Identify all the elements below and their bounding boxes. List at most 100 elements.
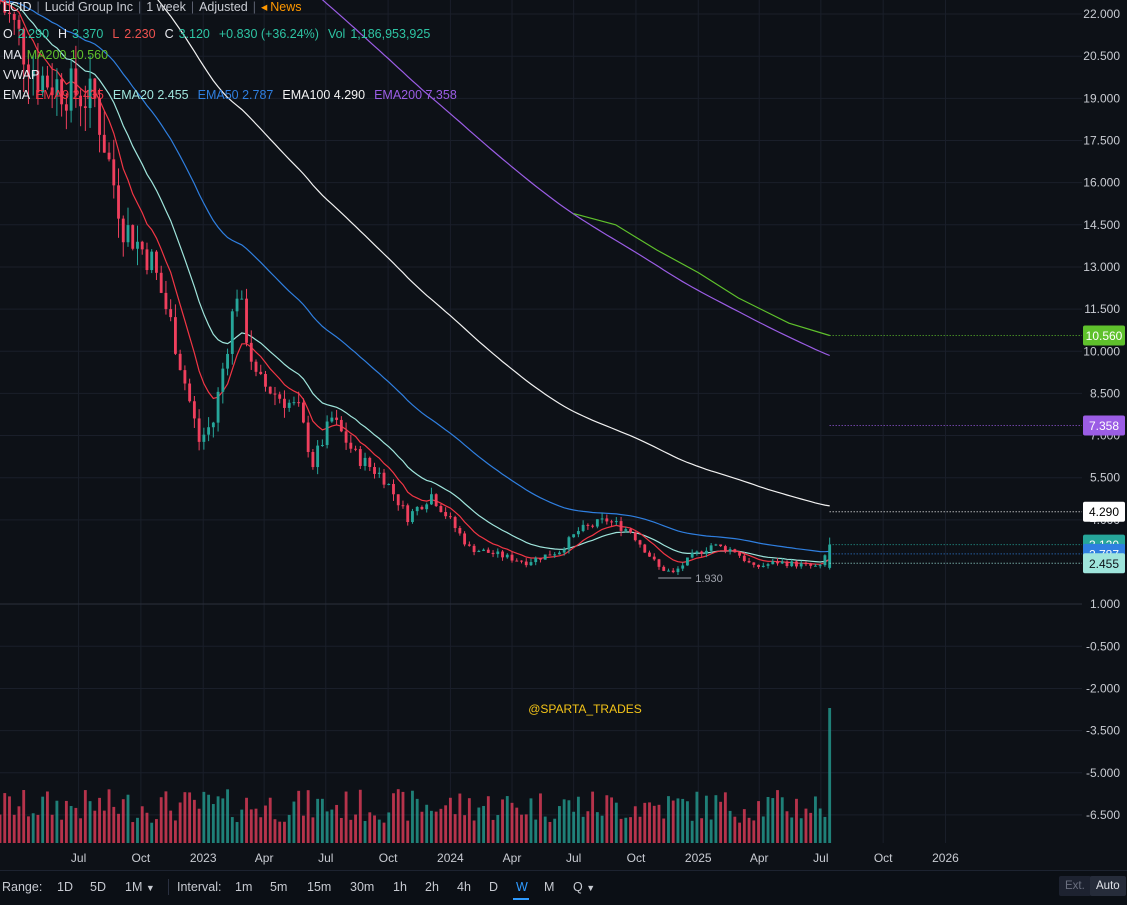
volume-bar <box>406 820 410 843</box>
candle-body <box>401 505 405 507</box>
volume-bar <box>614 802 618 843</box>
y-tick-label: 16.000 <box>1083 176 1120 190</box>
interval-5m-button[interactable]: 5m <box>270 880 288 894</box>
volume-bar <box>178 802 182 843</box>
candle-body <box>207 427 211 435</box>
volume-bar <box>93 810 97 843</box>
candle-body <box>448 516 452 518</box>
volume-bar <box>278 821 282 843</box>
volume-bar <box>297 790 301 843</box>
ema-row[interactable]: EMA EMA9 2.435 EMA20 2.455 EMA50 2.787 EMA10… <box>3 85 457 105</box>
news-button[interactable]: News <box>270 0 302 14</box>
interval-1h-button[interactable]: 1h <box>393 880 407 894</box>
volume-bar <box>709 819 713 843</box>
interval-30m-button[interactable]: 30m <box>350 880 375 894</box>
volume-bar <box>22 790 26 843</box>
megaphone-icon[interactable]: ◂ <box>261 0 268 14</box>
auto-scale-button[interactable]: Auto <box>1090 876 1126 896</box>
interval-d-button[interactable]: D <box>489 880 499 894</box>
interval-m-button[interactable]: M <box>544 880 555 894</box>
volume-bar <box>671 800 675 843</box>
volume-bar <box>510 802 514 843</box>
volume-bar <box>463 815 467 843</box>
adjustment-label[interactable]: Adjusted <box>199 0 248 14</box>
y-tick-label: -6.500 <box>1086 808 1120 822</box>
volume-bar <box>434 811 438 843</box>
range-1m-button[interactable]: 1M ▼ <box>125 880 155 894</box>
volume-bar <box>8 796 11 843</box>
candle-body <box>814 565 817 567</box>
volume-bar <box>17 806 21 843</box>
symbol-ticker[interactable]: LCID <box>3 0 32 14</box>
candle-body <box>430 494 433 505</box>
volume-bar <box>458 793 462 843</box>
candle-body <box>629 529 632 533</box>
candle-body <box>728 549 732 552</box>
candle-body <box>704 550 708 554</box>
extended-hours-button[interactable]: Ext. <box>1059 876 1091 896</box>
volume-bar <box>55 800 59 843</box>
volume-bar <box>354 814 357 843</box>
candle-body <box>411 511 414 523</box>
x-tick-label: Oct <box>379 851 398 865</box>
candle-body <box>482 549 485 551</box>
volume-bar <box>662 818 666 843</box>
interval-w-button[interactable]: W <box>516 880 528 894</box>
volume-bar <box>382 822 386 843</box>
interval-15m-button[interactable]: 15m <box>307 880 332 894</box>
candle-body <box>79 95 83 107</box>
candle-body <box>392 483 395 495</box>
interval-q-button[interactable]: Q ▼ <box>573 880 595 894</box>
volume-bar <box>581 816 585 843</box>
volume-bar <box>534 819 538 843</box>
volume-bar <box>790 817 794 843</box>
candle-body <box>325 421 329 446</box>
candle-body <box>520 560 523 562</box>
candle-body <box>529 562 533 566</box>
volume-bar <box>344 791 348 843</box>
candle-body <box>600 518 604 520</box>
vwap-row[interactable]: VWAP <box>3 65 44 85</box>
volume-bar <box>539 793 542 843</box>
candle-body <box>614 521 618 523</box>
interval-2h-button[interactable]: 2h <box>425 880 439 894</box>
volume-bar <box>766 796 770 843</box>
ma-row[interactable]: MA MA200 10.560 <box>3 45 108 65</box>
volume-bar <box>515 807 519 843</box>
volume-bar <box>605 795 609 843</box>
volume-bar <box>572 811 576 843</box>
candle-body <box>216 391 220 423</box>
interval-4h-button[interactable]: 4h <box>457 880 471 894</box>
candle-body <box>320 445 324 447</box>
candle-body <box>548 554 552 556</box>
volume-bar <box>415 798 419 843</box>
range-1d-button[interactable]: 1D <box>57 880 73 894</box>
volume-bar <box>226 789 229 843</box>
chart-canvas[interactable]: 22.000 20.500 19.000 17.500 16.000 14.500 13.0… <box>0 0 1127 870</box>
candle-body <box>60 79 64 105</box>
x-tick-label: 2025 <box>685 851 712 865</box>
candle-body <box>453 517 457 529</box>
volume-bar <box>719 801 723 843</box>
x-tick-label: Oct <box>627 851 646 865</box>
interval-label[interactable]: 1 week <box>146 0 186 14</box>
active-interval-indicator <box>513 898 529 900</box>
volume-bar <box>50 814 54 843</box>
ema9-value: EMA9 2.435 <box>35 88 104 102</box>
volume-bar <box>197 808 201 843</box>
interval-1m-button[interactable]: 1m <box>235 880 253 894</box>
caret-down-icon: ▼ <box>586 883 596 893</box>
volume-bar <box>249 809 253 843</box>
range-5d-button[interactable]: 5D <box>90 880 106 894</box>
x-tick-label: Apr <box>750 851 769 865</box>
volume-bar <box>98 797 101 843</box>
candle-body <box>771 561 775 565</box>
candle-body <box>823 555 827 566</box>
candle-body <box>458 528 462 534</box>
candle-body <box>576 531 580 535</box>
candle-body <box>0 0 2 1</box>
candle-body <box>605 518 609 522</box>
volume-bar <box>392 793 395 843</box>
volume-bar <box>173 820 177 843</box>
